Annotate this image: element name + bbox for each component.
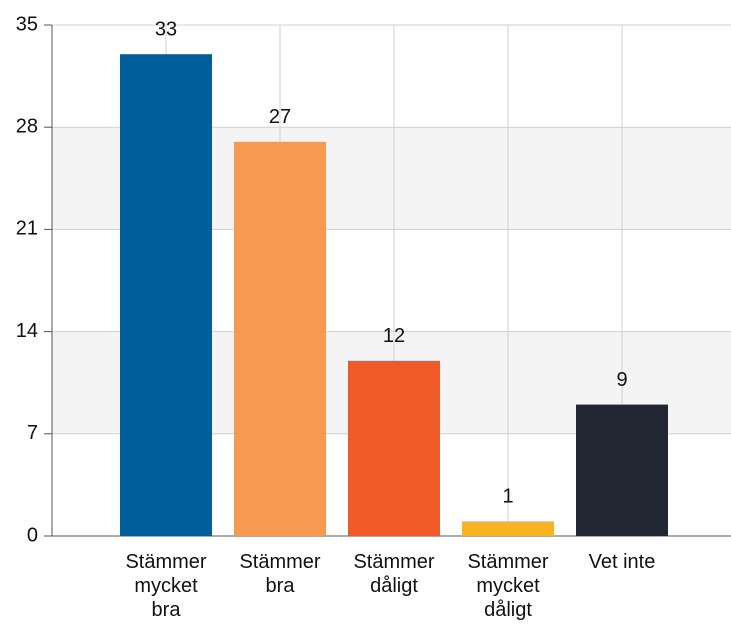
- x-tick-label: Stämmer bra: [239, 551, 321, 597]
- y-tick-label: 7: [27, 422, 38, 444]
- value-label: 27: [269, 106, 291, 128]
- y-tick-label: 0: [27, 524, 38, 546]
- bar: [348, 360, 440, 536]
- bar: [462, 521, 554, 536]
- x-tick-label: Stämmer dåligt: [353, 551, 435, 597]
- bar: [576, 404, 668, 536]
- value-label: 12: [383, 325, 405, 347]
- y-tick-label: 21: [16, 218, 38, 240]
- value-label: 1: [502, 486, 513, 508]
- value-label: 9: [616, 369, 627, 391]
- y-tick-label: 35: [16, 13, 38, 35]
- y-tick-label: 28: [16, 115, 38, 137]
- x-tick-label: Vet inte: [588, 551, 656, 573]
- value-label: 33: [155, 18, 177, 40]
- bar: [234, 141, 326, 537]
- x-tick-label: Stämmer mycket dåligt: [467, 551, 549, 621]
- y-tick-label: 14: [16, 320, 38, 342]
- x-tick-label: Stämmer mycket bra: [125, 551, 207, 621]
- bar: [120, 54, 212, 536]
